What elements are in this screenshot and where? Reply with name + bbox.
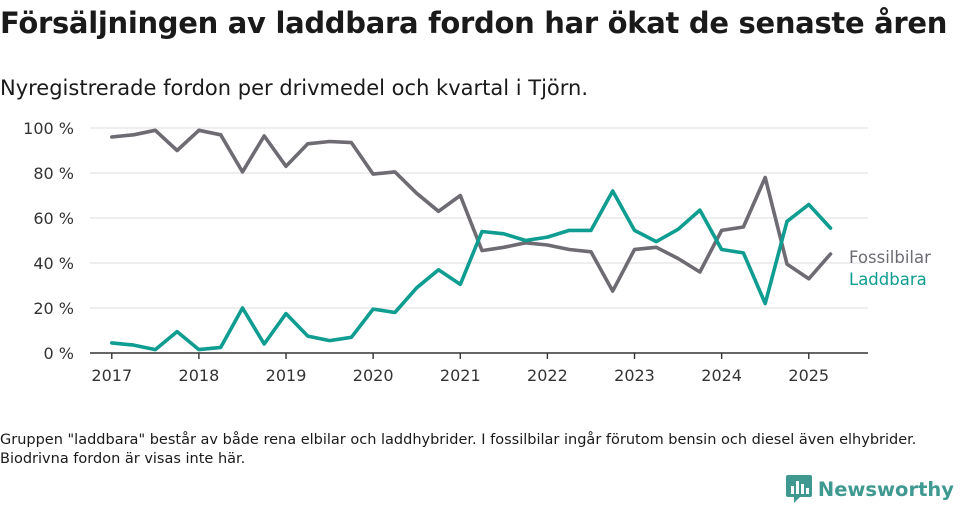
x-tick-label: 2023 (614, 366, 655, 385)
x-tick-label: 2022 (527, 366, 568, 385)
brand-name: Newsworthy (817, 477, 954, 501)
series-line-laddbara (110, 189, 833, 352)
x-tick-label: 2020 (353, 366, 394, 385)
x-tick-label: 2017 (91, 366, 132, 385)
footnote: Gruppen "laddbara" består av både rena e… (0, 432, 917, 467)
gridlines (90, 127, 868, 309)
y-axis-ticks: 0 % 20 % 40 % 60 % 80 % 100 % (23, 119, 74, 363)
x-tick-label: 2025 (788, 366, 829, 385)
y-tick-label: 100 % (23, 119, 74, 138)
y-tick-label: 20 % (33, 299, 74, 318)
series-labels: Fossilbilar Laddbara (849, 248, 931, 289)
chart-title: Försäljningen av laddbara fordon har öka… (0, 6, 948, 40)
y-tick-label: 60 % (33, 209, 74, 228)
x-tick-label: 2018 (179, 366, 220, 385)
x-tick-label: 2021 (440, 366, 481, 385)
x-tick-label: 2019 (266, 366, 307, 385)
series-label-laddbara: Laddbara (849, 270, 927, 289)
brand-logo[interactable]: Newsworthy (785, 475, 954, 503)
chart-subtitle: Nyregistrerade fordon per drivmedel och … (0, 76, 589, 100)
y-tick-label: 0 % (44, 344, 74, 363)
line-chart: 0 % 20 % 40 % 60 % 80 % 100 % 2017 2018 2019 202… (23, 119, 931, 385)
series-label-fossilbilar: Fossilbilar (849, 248, 931, 267)
y-tick-label: 80 % (33, 164, 74, 183)
x-axis-ticks: 2017 2018 2019 2020 2021 2022 2023 2024 2025 (91, 353, 829, 385)
newsworthy-logo-icon (785, 475, 812, 503)
series-lines (110, 128, 833, 352)
x-tick-label: 2024 (701, 366, 742, 385)
series-line-fossilbilar (110, 128, 833, 293)
y-tick-label: 40 % (33, 254, 74, 273)
